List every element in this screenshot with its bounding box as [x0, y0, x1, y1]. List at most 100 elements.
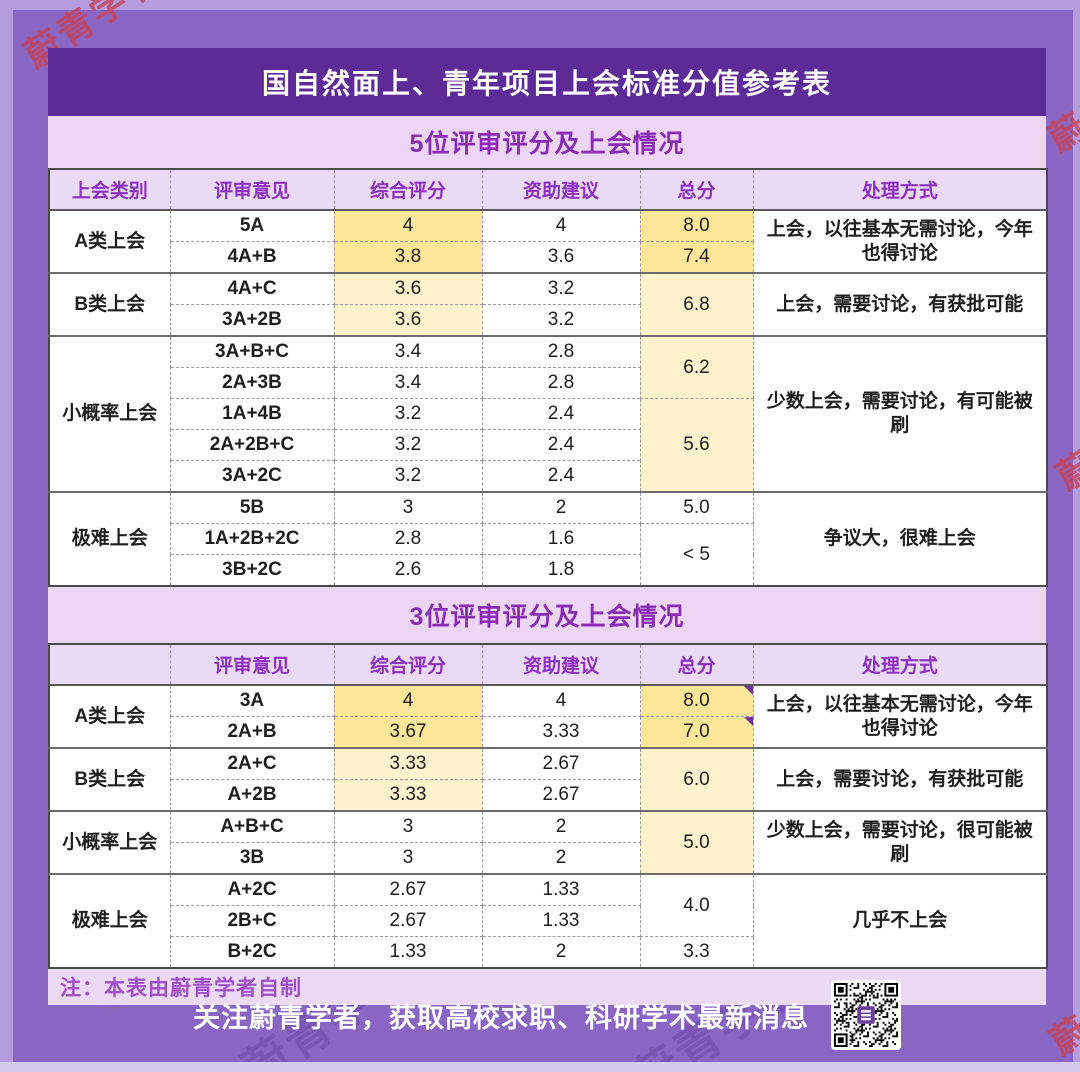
table-row: 极难上会 5B 3 2 5.0 争议大，很难上会 [48, 491, 1048, 587]
table-row: 4A+B 3.8 3.6 7.4 [49, 241, 1047, 274]
score-cell: 2.4 [481, 460, 641, 493]
category-cell: B类上会 [48, 272, 171, 337]
page-title: 国自然面上、青年项目上会标准分值参考表 [48, 48, 1046, 116]
table-row: 1A+4B 3.2 2.4 5.6 [49, 398, 1047, 493]
score-cell: 3.2 [333, 429, 483, 461]
column-header: 上会类别 [48, 168, 171, 211]
category-cell: A类上会 [48, 209, 171, 274]
score-cell: 4 [481, 209, 641, 242]
section-title-3-reviewers: 3位评审评分及上会情况 [48, 587, 1046, 643]
column-header: 总分 [639, 168, 754, 211]
table-row: B类上会 4A+C 3.6 3.2 6.8 上会，需要讨论，有获批可能 [48, 272, 1048, 337]
score-cell: 3.33 [481, 716, 641, 749]
score-cell: 2 [481, 842, 641, 875]
column-header: 总分 [639, 643, 754, 686]
score-cell: 3.2 [481, 304, 641, 337]
table-row: B+2C 1.33 2 3.3 [49, 936, 1047, 969]
handling-cell: 上会，以往基本无需讨论，今年也得讨论 [752, 684, 1048, 749]
score-cell: 5.0 [639, 491, 754, 524]
opinion-cell: 5B [169, 491, 335, 524]
score-cell: 7.0 [639, 716, 754, 749]
table-row: 3A+2B 3.6 3.2 [49, 304, 1047, 337]
score-cell: 3 [333, 842, 483, 875]
score-cell: 4.0 [639, 873, 754, 937]
score-cell: 3.6 [333, 304, 483, 337]
score-cell: 2.8 [481, 367, 641, 399]
column-header: 评审意见 [169, 643, 335, 686]
score-cell: 3.4 [333, 335, 483, 368]
score-cell: 3.4 [333, 367, 483, 399]
opinion-cell: 2A+2B+C [169, 429, 335, 461]
score-cell: 3.8 [333, 241, 483, 274]
table-row: 小概率上会 3A+B+C 3.4 2.8 6.2 少数上会，需要讨论，有可能被刷 [48, 335, 1048, 493]
opinion-cell: 1A+4B [169, 398, 335, 430]
score-cell: 3.33 [333, 747, 483, 780]
opinion-cell: 2A+C [169, 747, 335, 780]
opinion-cell: 3A+B+C [169, 335, 335, 368]
score-table-3-reviewers: 评审意见 综合评分 资助建议 总分 处理方式 A类上会 3A 4 4 8.0 上会，以往基本无需讨论… [48, 643, 1048, 969]
column-header: 评审意见 [169, 168, 335, 211]
column-header: 处理方式 [752, 168, 1048, 211]
category-cell: 极难上会 [48, 873, 171, 969]
score-cell: 5.0 [639, 810, 754, 875]
handling-cell: 少数上会，需要讨论，有可能被刷 [752, 335, 1048, 493]
score-cell: 3 [333, 491, 483, 524]
header-row: 上会类别 评审意见 综合评分 资助建议 总分 处理方式 [48, 168, 1048, 211]
handling-cell: 上会，需要讨论，有获批可能 [752, 272, 1048, 337]
opinion-cell: A+B+C [169, 810, 335, 843]
score-cell: 1.33 [481, 873, 641, 906]
handling-cell: 上会，以往基本无需讨论，今年也得讨论 [752, 209, 1048, 274]
handling-cell: 上会，需要讨论，有获批可能 [752, 747, 1048, 812]
score-table-5-reviewers: 上会类别 评审意见 综合评分 资助建议 总分 处理方式 A类上会 5A 4 4 8.0 上会，以往基本… [48, 168, 1048, 587]
table-row: 1A+2B+2C 2.8 1.6 < 5 [49, 523, 1047, 587]
score-cell: 4 [333, 684, 483, 717]
score-cell: 2.67 [333, 905, 483, 937]
score-cell: 6.8 [639, 272, 754, 337]
score-cell: 3.6 [481, 241, 641, 274]
section-title-5-reviewers: 5位评审评分及上会情况 [48, 116, 1046, 168]
opinion-cell: 3A+2C [169, 460, 335, 493]
opinion-cell: 4A+C [169, 272, 335, 305]
opinion-cell: A+2B [169, 779, 335, 812]
category-cell: B类上会 [48, 747, 171, 812]
opinion-cell: 4A+B [169, 241, 335, 274]
score-cell: 1.8 [481, 554, 641, 587]
header-row: 评审意见 综合评分 资助建议 总分 处理方式 [48, 643, 1048, 686]
table-card: 国自然面上、青年项目上会标准分值参考表 5位评审评分及上会情况 上会类别 评审意见… [48, 48, 1048, 1005]
table-row: A类上会 3A 4 4 8.0 上会，以往基本无需讨论，今年也得讨论 [48, 684, 1048, 749]
table-row: 3A+2C 3.2 2.4 [49, 460, 1047, 493]
table-row: 2A+2B+C 3.2 2.4 [49, 429, 1047, 461]
score-cell: 8.0 [639, 684, 754, 717]
score-cell: 1.33 [333, 936, 483, 969]
category-cell: 小概率上会 [48, 810, 171, 875]
score-cell: 3.2 [333, 398, 483, 430]
column-header: 资助建议 [481, 168, 641, 211]
score-cell: 2.6 [333, 554, 483, 587]
score-cell: 3.2 [333, 460, 483, 493]
score-cell: 2 [481, 491, 641, 524]
footer-text: 关注蔚青学者，获取高校求职、科研学术最新消息 [193, 1002, 809, 1033]
score-cell: 1.6 [481, 523, 641, 555]
column-header: 综合评分 [333, 168, 483, 211]
table-row: 2B+C 2.67 1.33 [49, 905, 1047, 937]
score-cell: 6.2 [639, 335, 754, 399]
score-cell: 3.6 [333, 272, 483, 305]
category-cell: 极难上会 [48, 491, 171, 587]
opinion-cell: 5A [169, 209, 335, 242]
category-cell: 小概率上会 [48, 335, 171, 493]
column-header: 资助建议 [481, 643, 641, 686]
score-cell: 3.2 [481, 272, 641, 305]
qr-code [831, 980, 901, 1050]
table-row: 3B+2C 2.6 1.8 [49, 554, 1047, 587]
score-cell: 1.33 [481, 905, 641, 937]
score-cell: 2.4 [481, 429, 641, 461]
bottom-edge [0, 1062, 1080, 1072]
opinion-cell: A+2C [169, 873, 335, 906]
handling-cell: 争议大，很难上会 [752, 491, 1048, 587]
score-cell: 3 [333, 810, 483, 843]
column-header [48, 643, 171, 686]
table-row: A+2B 3.33 2.67 [49, 779, 1047, 812]
handling-cell: 少数上会，需要讨论，很可能被刷 [752, 810, 1048, 875]
opinion-cell: 3B+2C [169, 554, 335, 587]
